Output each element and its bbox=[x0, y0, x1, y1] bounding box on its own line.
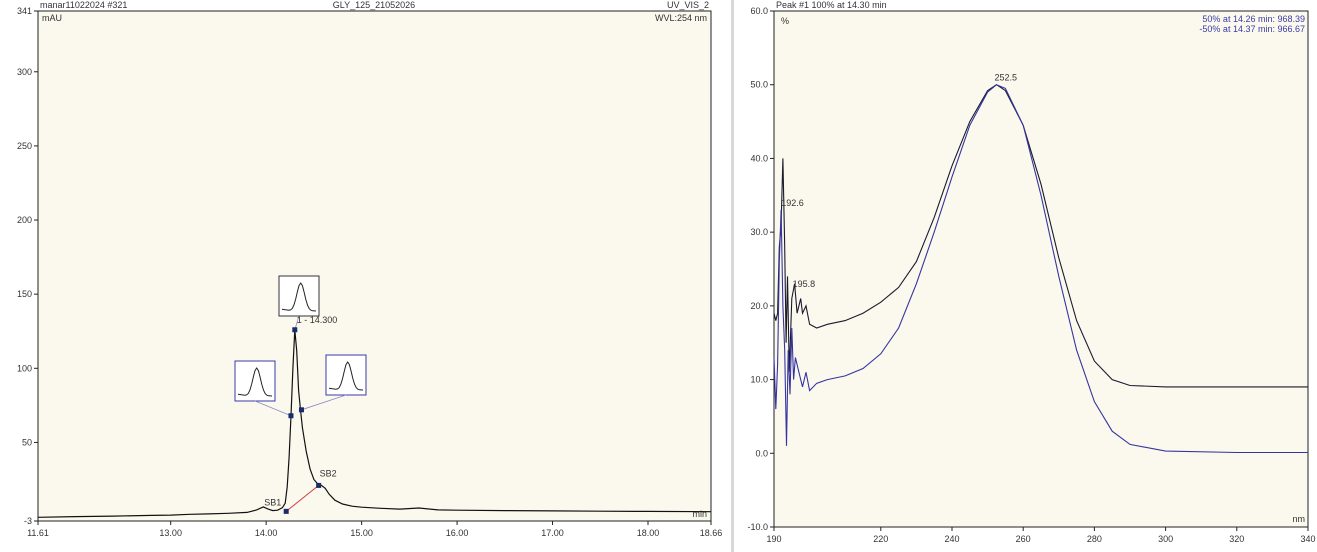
chromatogram-plot-area bbox=[37, 10, 712, 522]
x-tick-label: 260 bbox=[1016, 534, 1031, 544]
x-tick-label: 13.00 bbox=[159, 528, 182, 538]
spectrum-trace-2 bbox=[773, 84, 1308, 454]
sequence-name: GLY_125_21052026 bbox=[333, 0, 415, 10]
y-tick-label: 250 bbox=[17, 141, 32, 151]
x-tick-label: 18.66 bbox=[700, 528, 723, 538]
y-tick-label: 20.0 bbox=[750, 301, 768, 311]
spectrum-trace-1 bbox=[773, 84, 1308, 388]
peak-marker bbox=[292, 327, 298, 333]
peak-marker bbox=[288, 413, 294, 419]
x-tick-label: 190 bbox=[766, 534, 781, 544]
spectrum-plot-area bbox=[773, 10, 1309, 528]
thumb-upslope bbox=[234, 360, 276, 402]
y-tick-label: 10.0 bbox=[750, 375, 768, 385]
x-tick-label: 14.00 bbox=[255, 528, 278, 538]
marker-label: 1 - 14.300 bbox=[297, 315, 338, 325]
chromatogram-chart: manar11022024 #321 GLY_125_21052026 UV_V… bbox=[17, 0, 723, 538]
peak-marker bbox=[316, 482, 322, 488]
y-tick-label: 50.0 bbox=[750, 80, 768, 90]
x-tick-label: 18.00 bbox=[637, 528, 660, 538]
chromatogram-trace bbox=[37, 329, 712, 518]
marker-label: SB1 bbox=[264, 497, 281, 507]
y-tick-label: 40.0 bbox=[750, 153, 768, 163]
x-tick-label: 220 bbox=[873, 534, 888, 544]
y-tick-label: 341 bbox=[17, 6, 32, 16]
channel-name: UV_VIS_2 bbox=[667, 0, 709, 10]
y-tick-label: 150 bbox=[17, 289, 32, 299]
chromatogram-panel: manar11022024 #321 GLY_125_21052026 UV_V… bbox=[17, 0, 723, 538]
y-tick-label: 50 bbox=[22, 437, 32, 447]
x-tick-label: 340 bbox=[1300, 534, 1315, 544]
y-tick-label: -10.0 bbox=[747, 522, 768, 532]
spectrum-chart: Peak #1 100% at 14.30 min 50% at 14.26 m… bbox=[747, 0, 1315, 544]
y-tick-label: 200 bbox=[17, 215, 32, 225]
match-line-2: -50% at 14.37 min: 966.67 bbox=[1199, 24, 1305, 34]
y-axis-unit: mAU bbox=[42, 13, 62, 23]
peak-wavelength-label: 192.6 bbox=[781, 198, 804, 208]
x-tick-label: 16.00 bbox=[446, 528, 469, 538]
x-tick-label: 17.00 bbox=[541, 528, 564, 538]
y-tick-label: 300 bbox=[17, 67, 32, 77]
peak-marker bbox=[298, 407, 304, 413]
thumb-link bbox=[254, 400, 292, 417]
x-tick-label: 300 bbox=[1158, 534, 1173, 544]
integration-baseline bbox=[285, 485, 319, 512]
y-tick-label: -3 bbox=[24, 516, 32, 526]
y-tick-label: 60.0 bbox=[750, 6, 768, 16]
x-tick-label: 240 bbox=[944, 534, 959, 544]
panel-divider bbox=[731, 0, 734, 552]
peak-wavelength-label: 252.5 bbox=[995, 73, 1018, 83]
spectrum-y-unit: % bbox=[781, 16, 789, 26]
peak-marker bbox=[283, 508, 289, 514]
spectrum-title: Peak #1 100% at 14.30 min bbox=[776, 0, 887, 10]
thumb-link bbox=[301, 394, 347, 411]
peak-wavelength-label: 195.8 bbox=[793, 279, 816, 289]
thumb-downslope bbox=[325, 354, 367, 396]
match-line-1: 50% at 14.26 min: 968.39 bbox=[1202, 14, 1305, 24]
spectrum-x-unit: nm bbox=[1292, 514, 1305, 524]
x-tick-label: 15.00 bbox=[350, 528, 373, 538]
x-tick-label: 320 bbox=[1229, 534, 1244, 544]
sample-name: manar11022024 #321 bbox=[40, 0, 127, 10]
marker-label: SB2 bbox=[320, 468, 337, 478]
y-tick-label: 100 bbox=[17, 363, 32, 373]
x-axis-unit: min bbox=[692, 509, 707, 519]
thumb-apex bbox=[278, 275, 320, 317]
spectrum-panel: Peak #1 100% at 14.30 min 50% at 14.26 m… bbox=[733, 0, 1317, 552]
x-tick-label: 280 bbox=[1087, 534, 1102, 544]
y-tick-label: 0.0 bbox=[755, 448, 768, 458]
wavelength-label: WVL:254 nm bbox=[655, 13, 707, 23]
y-tick-label: 30.0 bbox=[750, 227, 768, 237]
x-tick-label: 11.61 bbox=[27, 528, 49, 538]
